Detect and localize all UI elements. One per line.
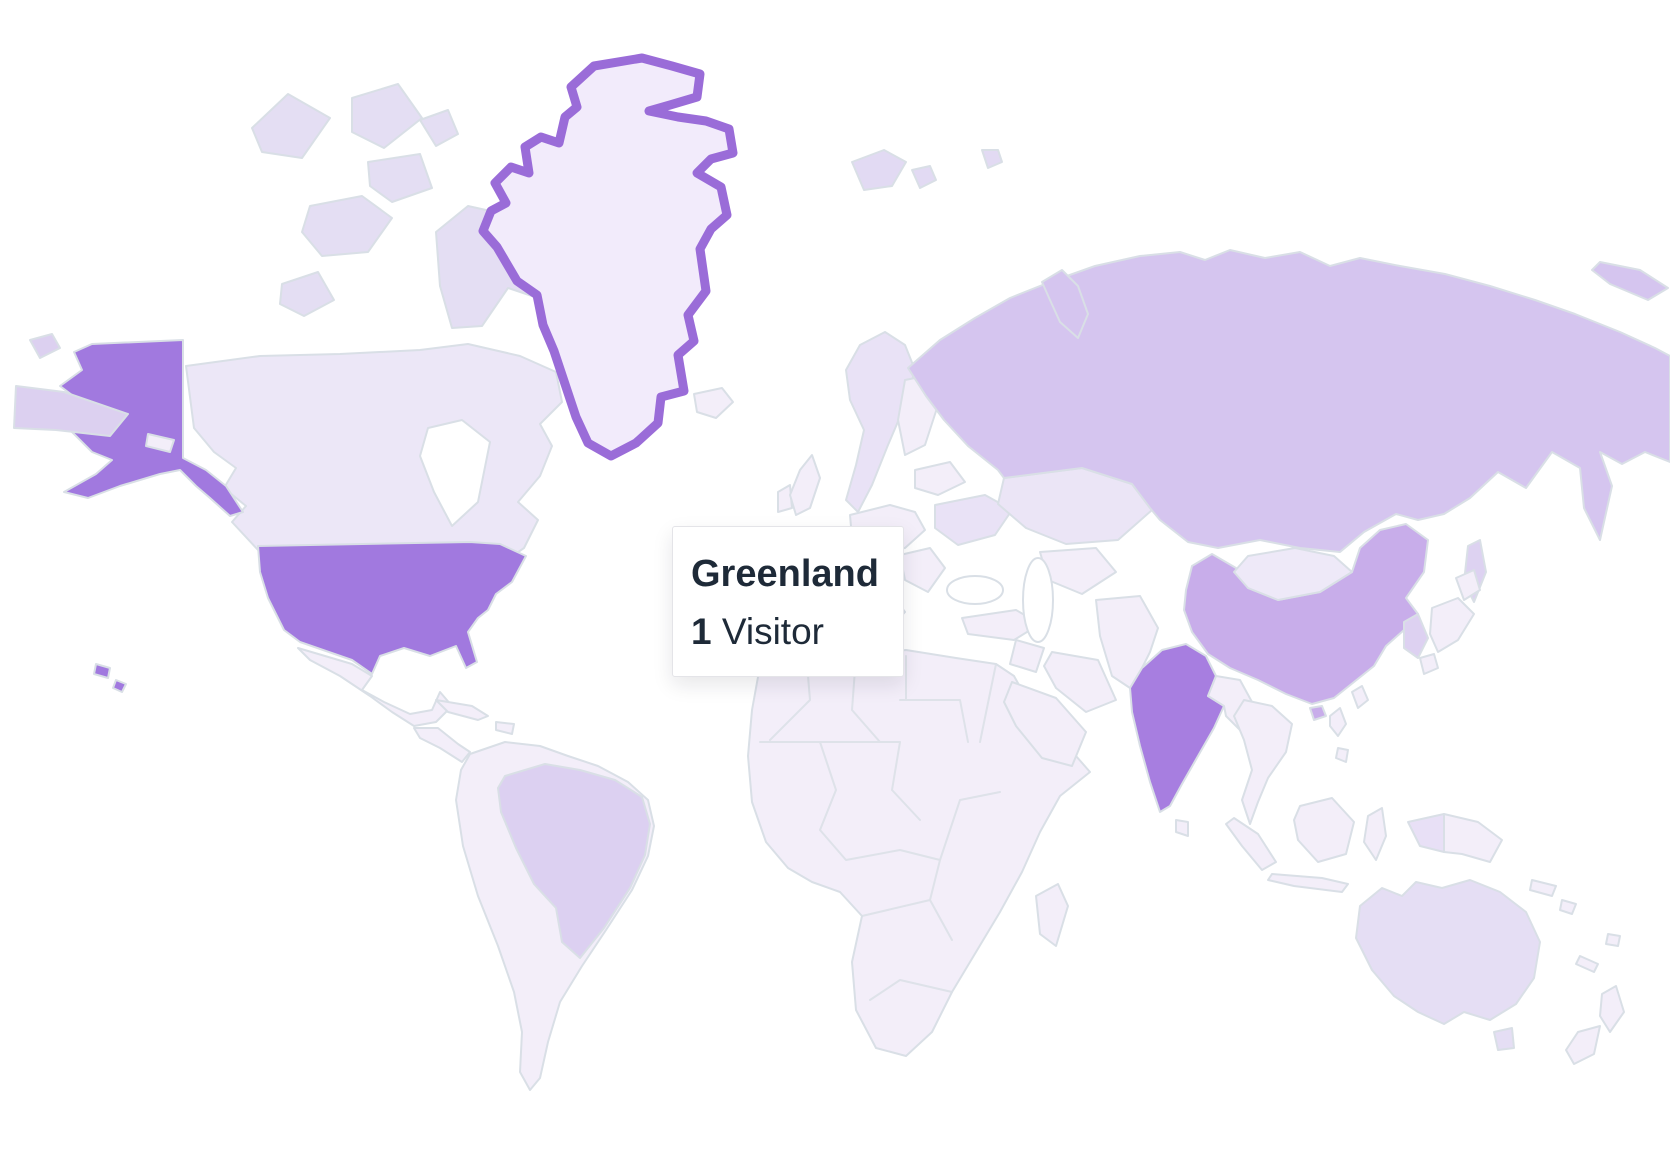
country-greenland-highlighted[interactable]	[478, 53, 738, 461]
country-china-hainan[interactable]	[1309, 705, 1327, 721]
country-japan-kyushu[interactable]	[1419, 653, 1439, 675]
country-svalbard[interactable]	[851, 149, 907, 191]
country-indonesia-sulawesi[interactable]	[1363, 807, 1387, 861]
country-australia-tasmania[interactable]	[1493, 1027, 1515, 1051]
country-indonesia-borneo[interactable]	[1293, 797, 1355, 863]
africa-country-borders	[759, 651, 1001, 1001]
hudson-bay	[419, 419, 491, 527]
map-tooltip: Greenland 1 Visitor	[672, 526, 904, 677]
region-levant-iraq[interactable]	[1009, 639, 1045, 673]
country-indonesia-papua-west[interactable]	[1407, 813, 1445, 853]
country-turkey[interactable]	[961, 609, 1041, 641]
pacific-island[interactable]	[1559, 899, 1577, 915]
country-mexico[interactable]	[297, 647, 453, 727]
country-svalbard-island[interactable]	[911, 165, 937, 189]
country-ireland[interactable]	[777, 484, 793, 513]
country-new-zealand-north[interactable]	[1599, 985, 1625, 1033]
region-central-america[interactable]	[413, 727, 471, 763]
country-iran[interactable]	[1043, 651, 1117, 713]
country-japan-honshu[interactable]	[1429, 597, 1475, 653]
country-usa-hawaii[interactable]	[93, 663, 111, 679]
country-russia[interactable]	[907, 249, 1670, 553]
country-brazil[interactable]	[497, 763, 651, 959]
country-indonesia-java[interactable]	[1267, 873, 1349, 893]
country-canada[interactable]	[185, 343, 563, 563]
country-franz-josef[interactable]	[981, 149, 1003, 169]
tooltip-visitor-label: Visitor	[721, 611, 824, 652]
region-africa[interactable]	[747, 649, 1091, 1057]
country-canada-arctic-island[interactable]	[367, 153, 433, 203]
country-usa[interactable]	[257, 541, 527, 675]
country-iceland[interactable]	[693, 387, 734, 419]
country-japan-hokkaido[interactable]	[1455, 569, 1481, 601]
region-arabia[interactable]	[1003, 681, 1087, 767]
country-canada-arctic-island[interactable]	[301, 195, 393, 257]
country-mongolia[interactable]	[1233, 547, 1353, 601]
country-usa-hawaii[interactable]	[112, 679, 127, 693]
country-australia[interactable]	[1355, 879, 1541, 1025]
country-russia-novaya-zemlya[interactable]	[1041, 269, 1089, 339]
region-baltics[interactable]	[914, 461, 966, 496]
country-korea[interactable]	[1403, 613, 1429, 659]
country-indonesia-sumatra[interactable]	[1225, 817, 1277, 871]
caspian-sea	[1022, 557, 1054, 643]
black-sea	[946, 575, 1004, 605]
country-taiwan[interactable]	[1351, 685, 1369, 709]
pacific-island[interactable]	[1529, 879, 1557, 897]
region-indochina[interactable]	[1233, 699, 1293, 825]
pacific-island-fiji[interactable]	[1605, 933, 1621, 947]
country-ukraine[interactable]	[934, 494, 1013, 546]
country-india[interactable]	[1129, 643, 1225, 813]
country-uk[interactable]	[789, 454, 821, 516]
country-canada-arctic-island[interactable]	[419, 109, 459, 147]
country-norway-sweden[interactable]	[845, 331, 916, 513]
country-russia-wrangel[interactable]	[1591, 261, 1669, 301]
region-balkans[interactable]	[899, 547, 946, 593]
country-hispaniola[interactable]	[495, 721, 515, 735]
country-canada-arctic-island[interactable]	[279, 271, 335, 317]
country-philippines[interactable]	[1329, 707, 1347, 737]
country-russia-island[interactable]	[29, 333, 61, 359]
st-lawrence-island[interactable]	[145, 433, 175, 453]
tooltip-visitor-count: 1	[691, 611, 712, 652]
country-new-zealand-south[interactable]	[1565, 1025, 1601, 1065]
country-canada-arctic-island[interactable]	[251, 93, 331, 159]
country-papua-new-guinea[interactable]	[1443, 813, 1503, 863]
tooltip-country-name: Greenland	[691, 553, 879, 595]
country-madagascar[interactable]	[1035, 883, 1069, 947]
country-cuba[interactable]	[435, 699, 489, 721]
tooltip-visitor-line: 1 Visitor	[691, 609, 883, 655]
country-sri-lanka[interactable]	[1175, 819, 1189, 837]
pacific-island-new-caledonia[interactable]	[1575, 955, 1599, 973]
country-canada-arctic-island[interactable]	[351, 83, 423, 149]
country-russia-chukotka[interactable]	[13, 385, 129, 437]
country-philippines-island[interactable]	[1335, 747, 1349, 763]
